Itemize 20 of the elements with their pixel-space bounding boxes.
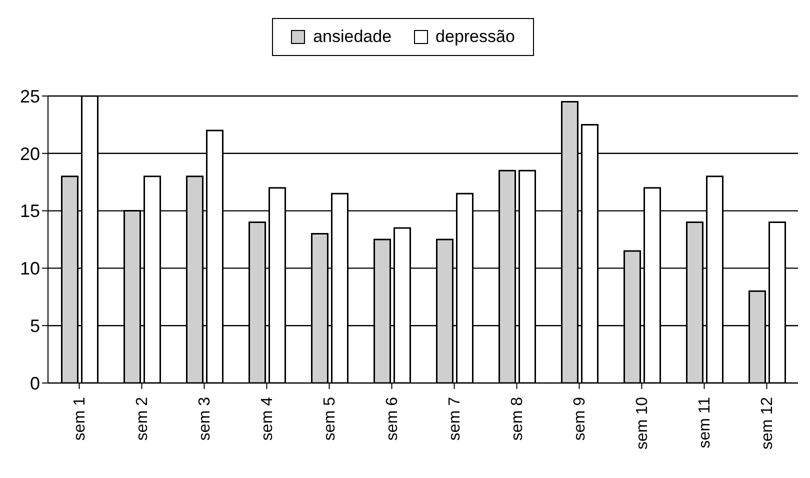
x-tick-label: sem 5 <box>321 396 338 441</box>
y-tick-label: 10 <box>20 258 40 279</box>
x-tick-label: sem 8 <box>508 396 526 441</box>
x-tick-label: sem 12 <box>758 396 776 450</box>
x-tick-label: sem 6 <box>384 396 401 441</box>
x-tick-label: sem 11 <box>696 396 714 448</box>
x-tick-label: sem 7 <box>446 396 464 441</box>
y-tick-label: 5 <box>30 316 40 336</box>
x-tick-label: sem 9 <box>571 396 588 441</box>
legend-label: ansiedade <box>312 27 392 47</box>
y-tick-label: 0 <box>30 373 40 394</box>
x-tick-label: sem 10 <box>634 396 651 450</box>
x-tick-label: sem 1 <box>71 396 88 441</box>
x-tick-label: sem 2 <box>134 396 151 441</box>
x-tick-label: sem 3 <box>196 396 214 441</box>
y-tick-label: 20 <box>20 144 40 164</box>
x-tick-label: sem 4 <box>258 396 276 441</box>
legend-label: depressão <box>434 27 515 47</box>
y-tick-label: 25 <box>20 86 40 106</box>
y-tick-label: 15 <box>20 201 40 222</box>
